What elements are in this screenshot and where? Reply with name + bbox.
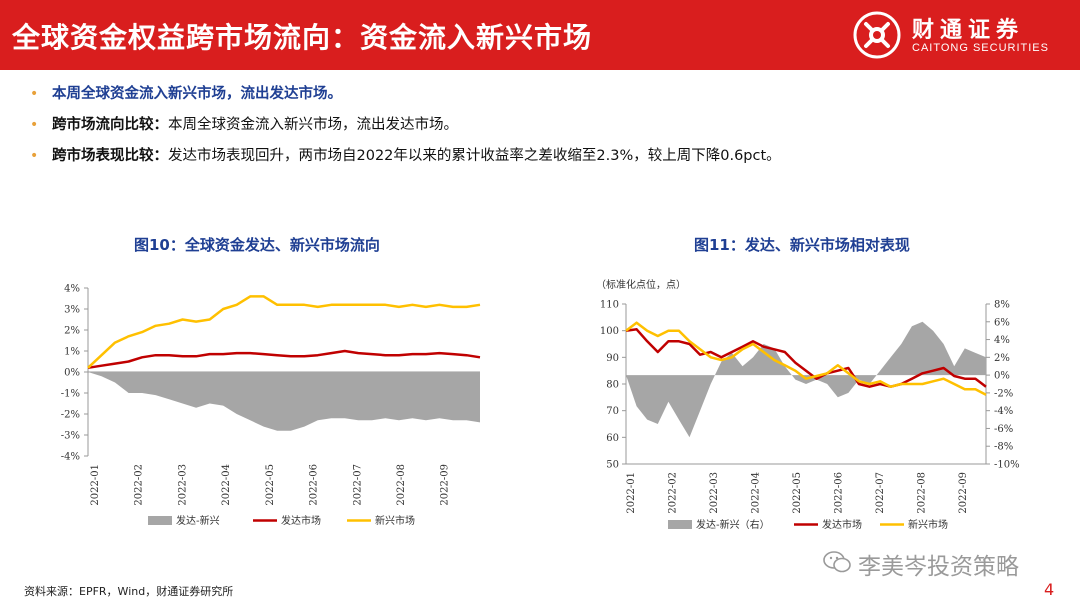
x-tick-label: 2022-02 — [668, 472, 679, 514]
x-tick-label: 2022-08 — [917, 472, 928, 514]
x-tick-label: 2022-02 — [134, 464, 145, 506]
legend-label: 发达市场 — [822, 518, 862, 531]
x-tick-label: 2022-01 — [90, 464, 101, 506]
x-tick-label: 2022-06 — [309, 464, 320, 506]
y-tick-label: 1% — [64, 347, 80, 358]
left-tick-label: 50 — [606, 460, 619, 471]
right-tick-label: 6% — [994, 317, 1010, 328]
x-tick-label: 2022-05 — [792, 472, 803, 514]
page-title: 全球资金权益跨市场流向：资金流入新兴市场 — [12, 21, 593, 54]
legend-label: 发达-新兴 — [176, 514, 220, 527]
chart2-unit-label: （标准化点位，点） — [596, 280, 686, 291]
y-tick-label: -4% — [61, 452, 80, 463]
bullet-body: 发达市场表现回升，两市场自2022年以来的累计收益率之差收缩至2.3%，较上周下… — [168, 148, 781, 164]
x-tick-label: 2022-06 — [834, 472, 845, 514]
x-tick-label: 2022-04 — [221, 464, 232, 506]
chart2-relative: 50 60 70 80 90 100 110 -10% -8% -6% -4% -2% 0% 2% 4% 6%… — [600, 300, 1020, 532]
bullet-label: 跨市场表现比较： — [52, 148, 168, 164]
line-series-发达市场 — [625, 328, 987, 388]
chart1-title: 图10：全球资金发达、新兴市场流向 — [134, 236, 380, 254]
bullet-item: • 跨市场流向比较：本周全球资金流入新兴市场，流出发达市场。 — [30, 115, 1050, 146]
y-tick-label: 2% — [64, 326, 80, 337]
right-tick-label: 4% — [994, 335, 1010, 346]
x-tick-label: 2022-03 — [709, 472, 720, 514]
bullet-text: 本周全球资金流入新兴市场，流出发达市场。 — [52, 86, 342, 102]
legend-swatch — [148, 516, 172, 525]
y-tick-label: -1% — [61, 389, 80, 400]
chart1-flow: -4% -3% -2% -1% 0% 1% 2% 3% 4% 2022-01 2022-02 2022… — [61, 284, 481, 527]
bullet-body: 本周全球资金流入新兴市场，流出发达市场。 — [168, 117, 458, 133]
wechat-icon — [823, 551, 851, 573]
summary-bullets: • 本周全球资金流入新兴市场，流出发达市场。 • 跨市场流向比较：本周全球资金流… — [30, 84, 1050, 177]
line-series-新兴市场 — [87, 295, 481, 369]
x-tick-label: 2022-09 — [440, 464, 451, 506]
watermark-text: 李美岑投资策略 — [858, 554, 1019, 580]
line-series-新兴市场 — [625, 321, 987, 396]
source-note: 资料来源：EPFR，Wind，财通证券研究所 — [24, 585, 234, 598]
chart2-title: 图11：发达、新兴市场相对表现 — [694, 236, 910, 254]
bullet-label: 跨市场流向比较： — [52, 117, 168, 133]
right-tick-label: -2% — [994, 388, 1013, 399]
legend-label: 发达市场 — [281, 514, 321, 527]
legend-label: 新兴市场 — [908, 518, 948, 531]
right-tick-label: 2% — [994, 353, 1010, 364]
right-tick-label: -8% — [994, 442, 1013, 453]
left-tick-label: 110 — [600, 300, 619, 311]
y-tick-label: 3% — [64, 305, 80, 316]
right-tick-label: 8% — [994, 300, 1010, 311]
x-tick-label: 2022-09 — [958, 472, 969, 514]
legend-label: 新兴市场 — [375, 514, 415, 527]
x-tick-label: 2022-07 — [352, 464, 363, 506]
left-tick-label: 100 — [600, 326, 619, 337]
bullet-dot-icon: • — [30, 117, 39, 133]
x-tick-label: 2022-03 — [177, 464, 188, 506]
x-tick-label: 2022-01 — [626, 472, 637, 514]
right-tick-label: 0% — [994, 371, 1010, 382]
x-tick-label: 2022-08 — [396, 464, 407, 506]
right-tick-label: -6% — [994, 424, 1013, 435]
y-tick-label: -3% — [61, 431, 80, 442]
brand-mark-icon — [853, 11, 901, 59]
brand-logo: 财通证券 CAITONG SECURITIES — [852, 8, 1072, 62]
right-tick-label: -10% — [994, 460, 1020, 471]
x-tick-label: 2022-07 — [875, 472, 886, 514]
brand-name-cn: 财通证券 — [912, 18, 1025, 43]
watermark: 李美岑投资策略 — [822, 545, 1052, 580]
page-number: 4 — [1044, 580, 1055, 599]
right-tick-label: -4% — [994, 406, 1013, 417]
bullet-text: 跨市场表现比较：发达市场表现回升，两市场自2022年以来的累计收益率之差收缩至2… — [52, 146, 781, 166]
bullet-item: • 本周全球资金流入新兴市场，流出发达市场。 — [30, 84, 1050, 115]
left-tick-label: 90 — [606, 353, 619, 364]
x-tick-label: 2022-05 — [265, 464, 276, 506]
left-tick-label: 80 — [606, 380, 619, 391]
bullet-text: 跨市场流向比较：本周全球资金流入新兴市场，流出发达市场。 — [52, 115, 458, 135]
header-bar: 全球资金权益跨市场流向：资金流入新兴市场 财通证券 CAITONG SECURI… — [0, 0, 1080, 70]
area-series-发达-新兴 — [88, 372, 480, 431]
left-tick-label: 70 — [606, 406, 619, 417]
y-tick-label: 4% — [64, 284, 80, 295]
y-tick-label: -2% — [61, 410, 80, 421]
bullet-item: • 跨市场表现比较：发达市场表现回升，两市场自2022年以来的累计收益率之差收缩… — [30, 146, 1050, 177]
x-tick-label: 2022-04 — [751, 472, 762, 514]
y-tick-label: 0% — [64, 368, 80, 379]
line-series-发达市场 — [87, 349, 481, 370]
legend-label: 发达-新兴（右） — [696, 518, 770, 531]
legend-swatch — [668, 520, 692, 529]
bullet-dot-icon: • — [30, 148, 39, 164]
left-tick-label: 60 — [606, 433, 619, 444]
bullet-dot-icon: • — [30, 86, 39, 102]
brand-name-en: CAITONG SECURITIES — [912, 42, 1049, 54]
